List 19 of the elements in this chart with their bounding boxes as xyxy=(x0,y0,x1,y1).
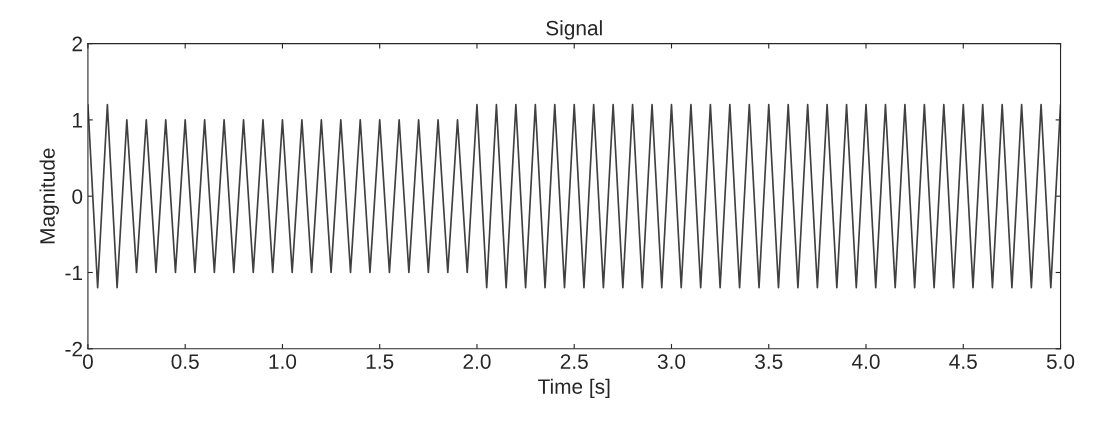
x-tick-label: 3.5 xyxy=(755,354,783,369)
x-tick-label: 5.0 xyxy=(1046,354,1075,369)
x-tick-label: 0 xyxy=(82,354,93,369)
x-tick-label: 4.0 xyxy=(852,354,880,369)
chart-title: Signal xyxy=(546,20,602,40)
x-tick-label: 3.0 xyxy=(657,354,686,369)
y-tick-label: 0 xyxy=(72,189,83,204)
x-tick-label: 0.5 xyxy=(171,354,199,369)
x-tick-label: 1.5 xyxy=(366,354,394,369)
y-tick-label: 1 xyxy=(73,113,83,128)
y-tick-label: -1 xyxy=(65,265,83,281)
x-tick-label: 2.0 xyxy=(463,354,491,369)
y-axis-title: Magnitude xyxy=(39,148,59,244)
x-tick-label: 1.0 xyxy=(269,354,297,369)
x-tick-label: 4.5 xyxy=(949,354,977,369)
y-tick-label: 2 xyxy=(72,36,83,52)
x-tick-label: 2.5 xyxy=(560,354,588,369)
y-tick-label: -2 xyxy=(65,341,83,357)
x-axis-title: Time [s] xyxy=(538,378,610,399)
